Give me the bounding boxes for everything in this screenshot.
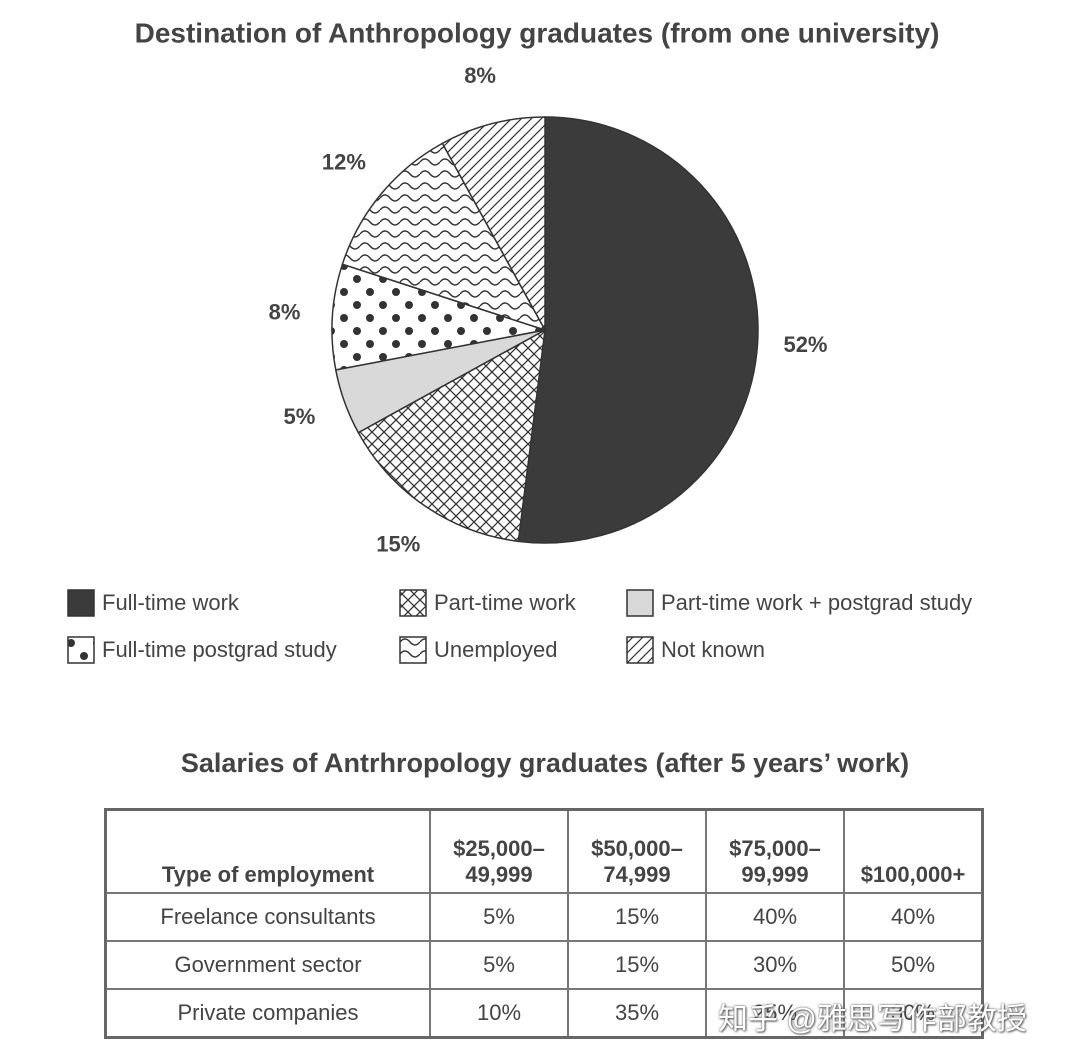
cell: 35% <box>567 988 707 1039</box>
cell: 15% <box>567 892 707 942</box>
slice-label: 8% <box>269 299 301 324</box>
legend-swatch <box>626 636 654 664</box>
cell: Freelance consultants <box>104 892 431 942</box>
pie-slice <box>517 116 759 544</box>
legend-swatch <box>67 636 95 664</box>
cell: Private companies <box>104 988 431 1039</box>
pie-slice <box>441 116 546 331</box>
cell: 50% <box>843 940 984 990</box>
cell: 40% <box>843 892 984 942</box>
pie-slice <box>341 142 547 332</box>
header-cell: $75,000–99,999 <box>705 808 845 894</box>
legend-swatch <box>399 589 427 617</box>
cell: Government sector <box>104 940 431 990</box>
cell: 30% <box>843 988 984 1039</box>
slice-label: 52% <box>783 332 827 357</box>
watermark: 知乎 @雅思写作部教授 <box>718 1003 1027 1036</box>
cell: 30% <box>705 940 845 990</box>
legend-label: Full-time work <box>102 590 240 615</box>
salary-table: Type of employment $25,000–49,999 $50,00… <box>104 808 984 1039</box>
header-cell: $100,000+ <box>843 808 984 894</box>
slice-label: 8% <box>464 63 496 88</box>
slice-label: 12% <box>322 149 366 174</box>
legend-label: Not known <box>661 637 765 662</box>
header-cell: $50,000–74,999 <box>567 808 707 894</box>
cell: 5% <box>429 940 569 990</box>
cell: 15% <box>567 940 707 990</box>
legend-swatch <box>399 636 427 664</box>
chart-title: Destination of Anthropology graduates (f… <box>135 17 940 48</box>
legend-label: Part-time work + postgrad study <box>661 590 972 615</box>
legend-label: Part-time work <box>434 590 577 615</box>
cell: 40% <box>705 892 845 942</box>
cell: 5% <box>429 892 569 942</box>
table-title: Salaries of Antrhropology graduates (aft… <box>180 748 910 778</box>
header-cell: $25,000–49,999 <box>429 808 569 894</box>
slice-label: 15% <box>376 532 420 557</box>
slice-label: 5% <box>284 404 316 429</box>
chart: Destination of Anthropology graduates (f… <box>67 17 972 664</box>
legend-label: Unemployed <box>434 637 558 662</box>
cell: 25% <box>705 988 845 1039</box>
legend-swatch <box>67 589 95 617</box>
header-cell: Type of employment <box>104 808 431 894</box>
legend-label: Full-time postgrad study <box>102 637 337 662</box>
legend-swatch <box>626 589 654 617</box>
pie-slice <box>357 328 546 543</box>
pie-slice <box>331 263 546 371</box>
cell: 10% <box>429 988 569 1039</box>
